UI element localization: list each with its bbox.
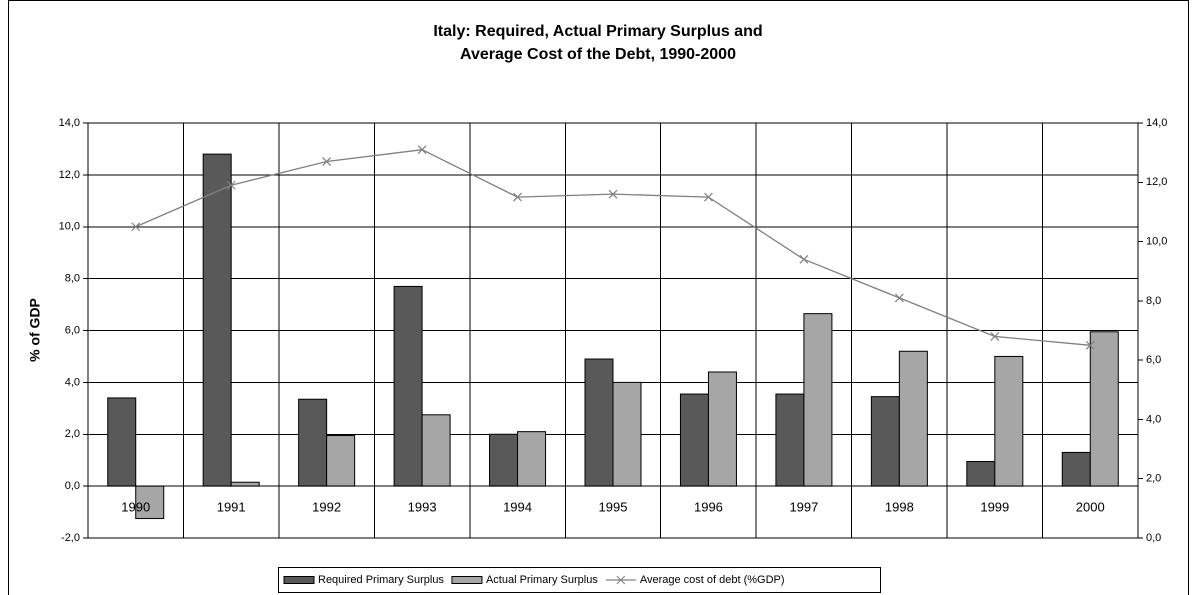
legend xyxy=(278,567,881,593)
x-tick-label: 1994 xyxy=(503,500,532,515)
x-tick-label: 1991 xyxy=(217,500,246,515)
x-tick-label: 2000 xyxy=(1076,500,1105,515)
marker xyxy=(513,192,522,202)
bar xyxy=(584,358,614,487)
x-tick-label: 1995 xyxy=(599,500,628,515)
bar xyxy=(326,435,356,487)
legend-swatch xyxy=(451,576,483,584)
bar xyxy=(135,485,165,520)
legend-label: Average cost of debt (%GDP) xyxy=(640,574,785,586)
legend-label: Actual Primary Surplus xyxy=(486,574,598,586)
bar xyxy=(994,355,1024,487)
marker xyxy=(799,254,809,264)
bar xyxy=(612,381,642,487)
bar xyxy=(775,393,805,487)
bar xyxy=(107,397,137,487)
bar xyxy=(803,313,833,487)
bar xyxy=(707,371,737,487)
y-tick-label: 2,0 xyxy=(65,428,80,440)
x-tick-label: 1992 xyxy=(312,500,341,515)
x-tick-label: 1998 xyxy=(885,500,914,515)
y2-tick-label: 10,0 xyxy=(1146,235,1167,247)
y2-tick-label: 0,0 xyxy=(1146,532,1161,544)
y-tick-label: 8,0 xyxy=(65,273,80,285)
marker xyxy=(417,145,427,155)
x-tick-label: 1999 xyxy=(980,500,1009,515)
bar xyxy=(898,350,928,487)
y-tick-label: 14,0 xyxy=(59,117,80,129)
y2-tick-label: 8,0 xyxy=(1146,295,1161,307)
legend-swatch xyxy=(283,576,315,584)
bar xyxy=(1061,451,1091,487)
marker xyxy=(990,332,1000,341)
x-tick-label: 1996 xyxy=(694,500,723,515)
y-tick-label: 10,0 xyxy=(59,221,80,233)
bar xyxy=(202,153,232,487)
marker xyxy=(704,192,713,202)
plot-border xyxy=(87,122,1139,539)
bar xyxy=(517,431,547,487)
bar xyxy=(489,433,519,487)
marker xyxy=(322,157,332,166)
bar xyxy=(870,396,900,487)
y2-tick-label: 4,0 xyxy=(1146,413,1161,425)
y2-tick-label: 12,0 xyxy=(1146,176,1167,188)
chart-title: Italy: Required, Actual Primary Surplus … xyxy=(433,23,762,40)
marker xyxy=(894,293,904,303)
y-tick-label: 4,0 xyxy=(65,376,80,388)
marker xyxy=(608,189,618,199)
y2-tick-label: 2,0 xyxy=(1146,473,1161,485)
marker xyxy=(1085,340,1095,350)
bar xyxy=(966,460,996,487)
y-tick-label: -2,0 xyxy=(61,532,80,544)
x-tick-label: 1990 xyxy=(121,500,150,515)
legend-marker xyxy=(616,575,626,585)
bar xyxy=(1089,331,1119,487)
y2-tick-label: 14,0 xyxy=(1146,117,1167,129)
y-tick-label: 0,0 xyxy=(65,480,80,492)
marker xyxy=(131,222,141,232)
bar xyxy=(298,398,328,487)
x-tick-label: 1993 xyxy=(408,500,437,515)
y-tick-label: 6,0 xyxy=(65,324,80,336)
bar xyxy=(421,414,451,487)
marker xyxy=(226,180,236,190)
x-tick-label: 1997 xyxy=(789,500,818,515)
bar xyxy=(679,393,709,487)
bar xyxy=(230,481,260,487)
chart-title: Average Cost of the Debt, 1990-2000 xyxy=(460,46,736,63)
y-axis-label: % of GDP xyxy=(27,298,43,362)
bar xyxy=(393,285,423,487)
y-tick-label: 12,0 xyxy=(59,169,80,181)
y2-tick-label: 6,0 xyxy=(1146,354,1161,366)
chart-border xyxy=(8,0,1189,595)
legend-label: Required Primary Surplus xyxy=(318,574,444,586)
